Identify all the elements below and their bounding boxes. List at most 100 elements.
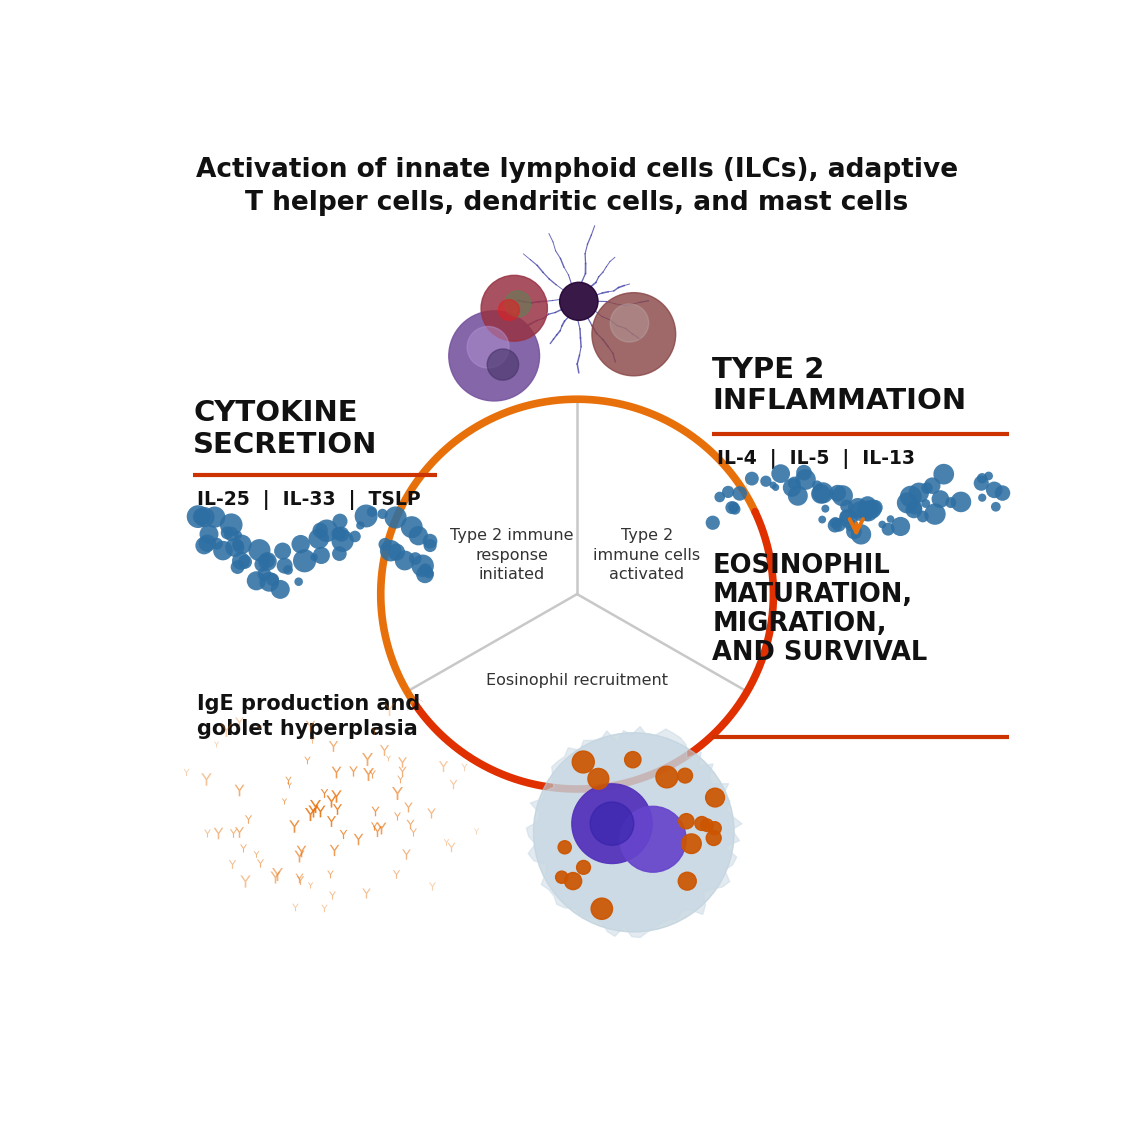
Point xyxy=(214,541,232,559)
Point xyxy=(840,510,858,528)
Circle shape xyxy=(560,282,598,321)
Point xyxy=(838,507,856,525)
Point xyxy=(906,498,924,516)
Point xyxy=(813,511,831,529)
Point xyxy=(310,530,328,548)
Point xyxy=(259,552,277,570)
Point xyxy=(292,843,310,861)
Point xyxy=(757,472,775,490)
Point xyxy=(291,847,309,865)
Point xyxy=(323,886,341,904)
Point xyxy=(196,508,214,526)
Point xyxy=(372,819,390,837)
Point xyxy=(374,505,392,523)
Point xyxy=(844,522,863,540)
Point xyxy=(349,830,367,848)
Point xyxy=(437,832,455,850)
Circle shape xyxy=(700,819,713,831)
Point xyxy=(346,528,364,546)
Point xyxy=(986,497,1004,515)
Point xyxy=(322,812,340,830)
Point xyxy=(226,539,244,557)
Circle shape xyxy=(706,789,724,807)
Circle shape xyxy=(678,872,696,890)
Point xyxy=(230,537,248,555)
Point xyxy=(311,521,329,539)
Point xyxy=(902,487,920,505)
Point xyxy=(808,477,826,495)
Point xyxy=(260,573,278,591)
Point xyxy=(279,772,297,790)
Point xyxy=(329,800,347,818)
Point xyxy=(785,474,803,492)
Point xyxy=(918,479,936,497)
Point xyxy=(324,737,342,755)
Point xyxy=(271,580,289,598)
Point xyxy=(285,817,303,835)
Text: Activation of innate lymphoid cells (ILCs), adaptive
T helper cells, dendritic c: Activation of innate lymphoid cells (ILC… xyxy=(196,156,958,216)
Point xyxy=(917,495,935,513)
Point xyxy=(704,514,722,532)
Point xyxy=(874,515,892,533)
Point xyxy=(899,494,917,512)
Point xyxy=(315,899,333,917)
Point xyxy=(723,498,741,516)
Point xyxy=(268,865,286,883)
Point xyxy=(286,898,304,916)
Text: Type 2 immune
response
initiated: Type 2 immune response initiated xyxy=(450,528,573,583)
Point xyxy=(198,534,216,552)
Point xyxy=(842,516,860,534)
Point xyxy=(195,537,213,555)
Point xyxy=(410,526,428,544)
Point xyxy=(833,487,851,505)
Point xyxy=(387,543,405,561)
Point xyxy=(331,512,349,530)
Point xyxy=(256,551,274,569)
Point xyxy=(783,478,801,496)
Point xyxy=(420,565,438,583)
Point xyxy=(858,506,876,524)
Point xyxy=(301,717,319,735)
Point xyxy=(830,516,848,534)
Point xyxy=(327,764,345,782)
Point xyxy=(330,524,348,542)
Text: Eosinophil recruitment: Eosinophil recruitment xyxy=(486,673,668,688)
Point xyxy=(387,865,405,883)
Point xyxy=(291,871,309,889)
Circle shape xyxy=(499,299,519,321)
Point xyxy=(413,557,431,575)
Point xyxy=(209,824,227,842)
Polygon shape xyxy=(526,727,742,937)
Circle shape xyxy=(488,349,519,380)
Point xyxy=(333,532,351,550)
Point xyxy=(365,722,383,740)
Point xyxy=(263,570,282,588)
Point xyxy=(972,474,990,492)
Point xyxy=(401,814,419,832)
Point xyxy=(223,855,241,873)
Point xyxy=(366,802,384,820)
Point xyxy=(304,802,322,820)
Point xyxy=(321,865,339,883)
Circle shape xyxy=(558,840,571,854)
Circle shape xyxy=(706,830,721,846)
Point xyxy=(198,825,216,843)
Point xyxy=(386,508,404,526)
Point xyxy=(914,507,932,525)
Point xyxy=(378,749,396,767)
Point xyxy=(403,519,421,537)
Circle shape xyxy=(656,766,678,787)
Point xyxy=(328,786,346,804)
Point xyxy=(301,804,319,822)
Point xyxy=(318,522,336,540)
Point xyxy=(859,502,877,520)
Point xyxy=(295,552,313,570)
Point xyxy=(279,561,297,579)
Point xyxy=(334,826,352,844)
Point xyxy=(859,496,877,514)
Circle shape xyxy=(564,873,582,890)
Point xyxy=(363,765,381,783)
Circle shape xyxy=(619,807,686,872)
Point xyxy=(324,842,342,860)
Point xyxy=(376,536,394,554)
